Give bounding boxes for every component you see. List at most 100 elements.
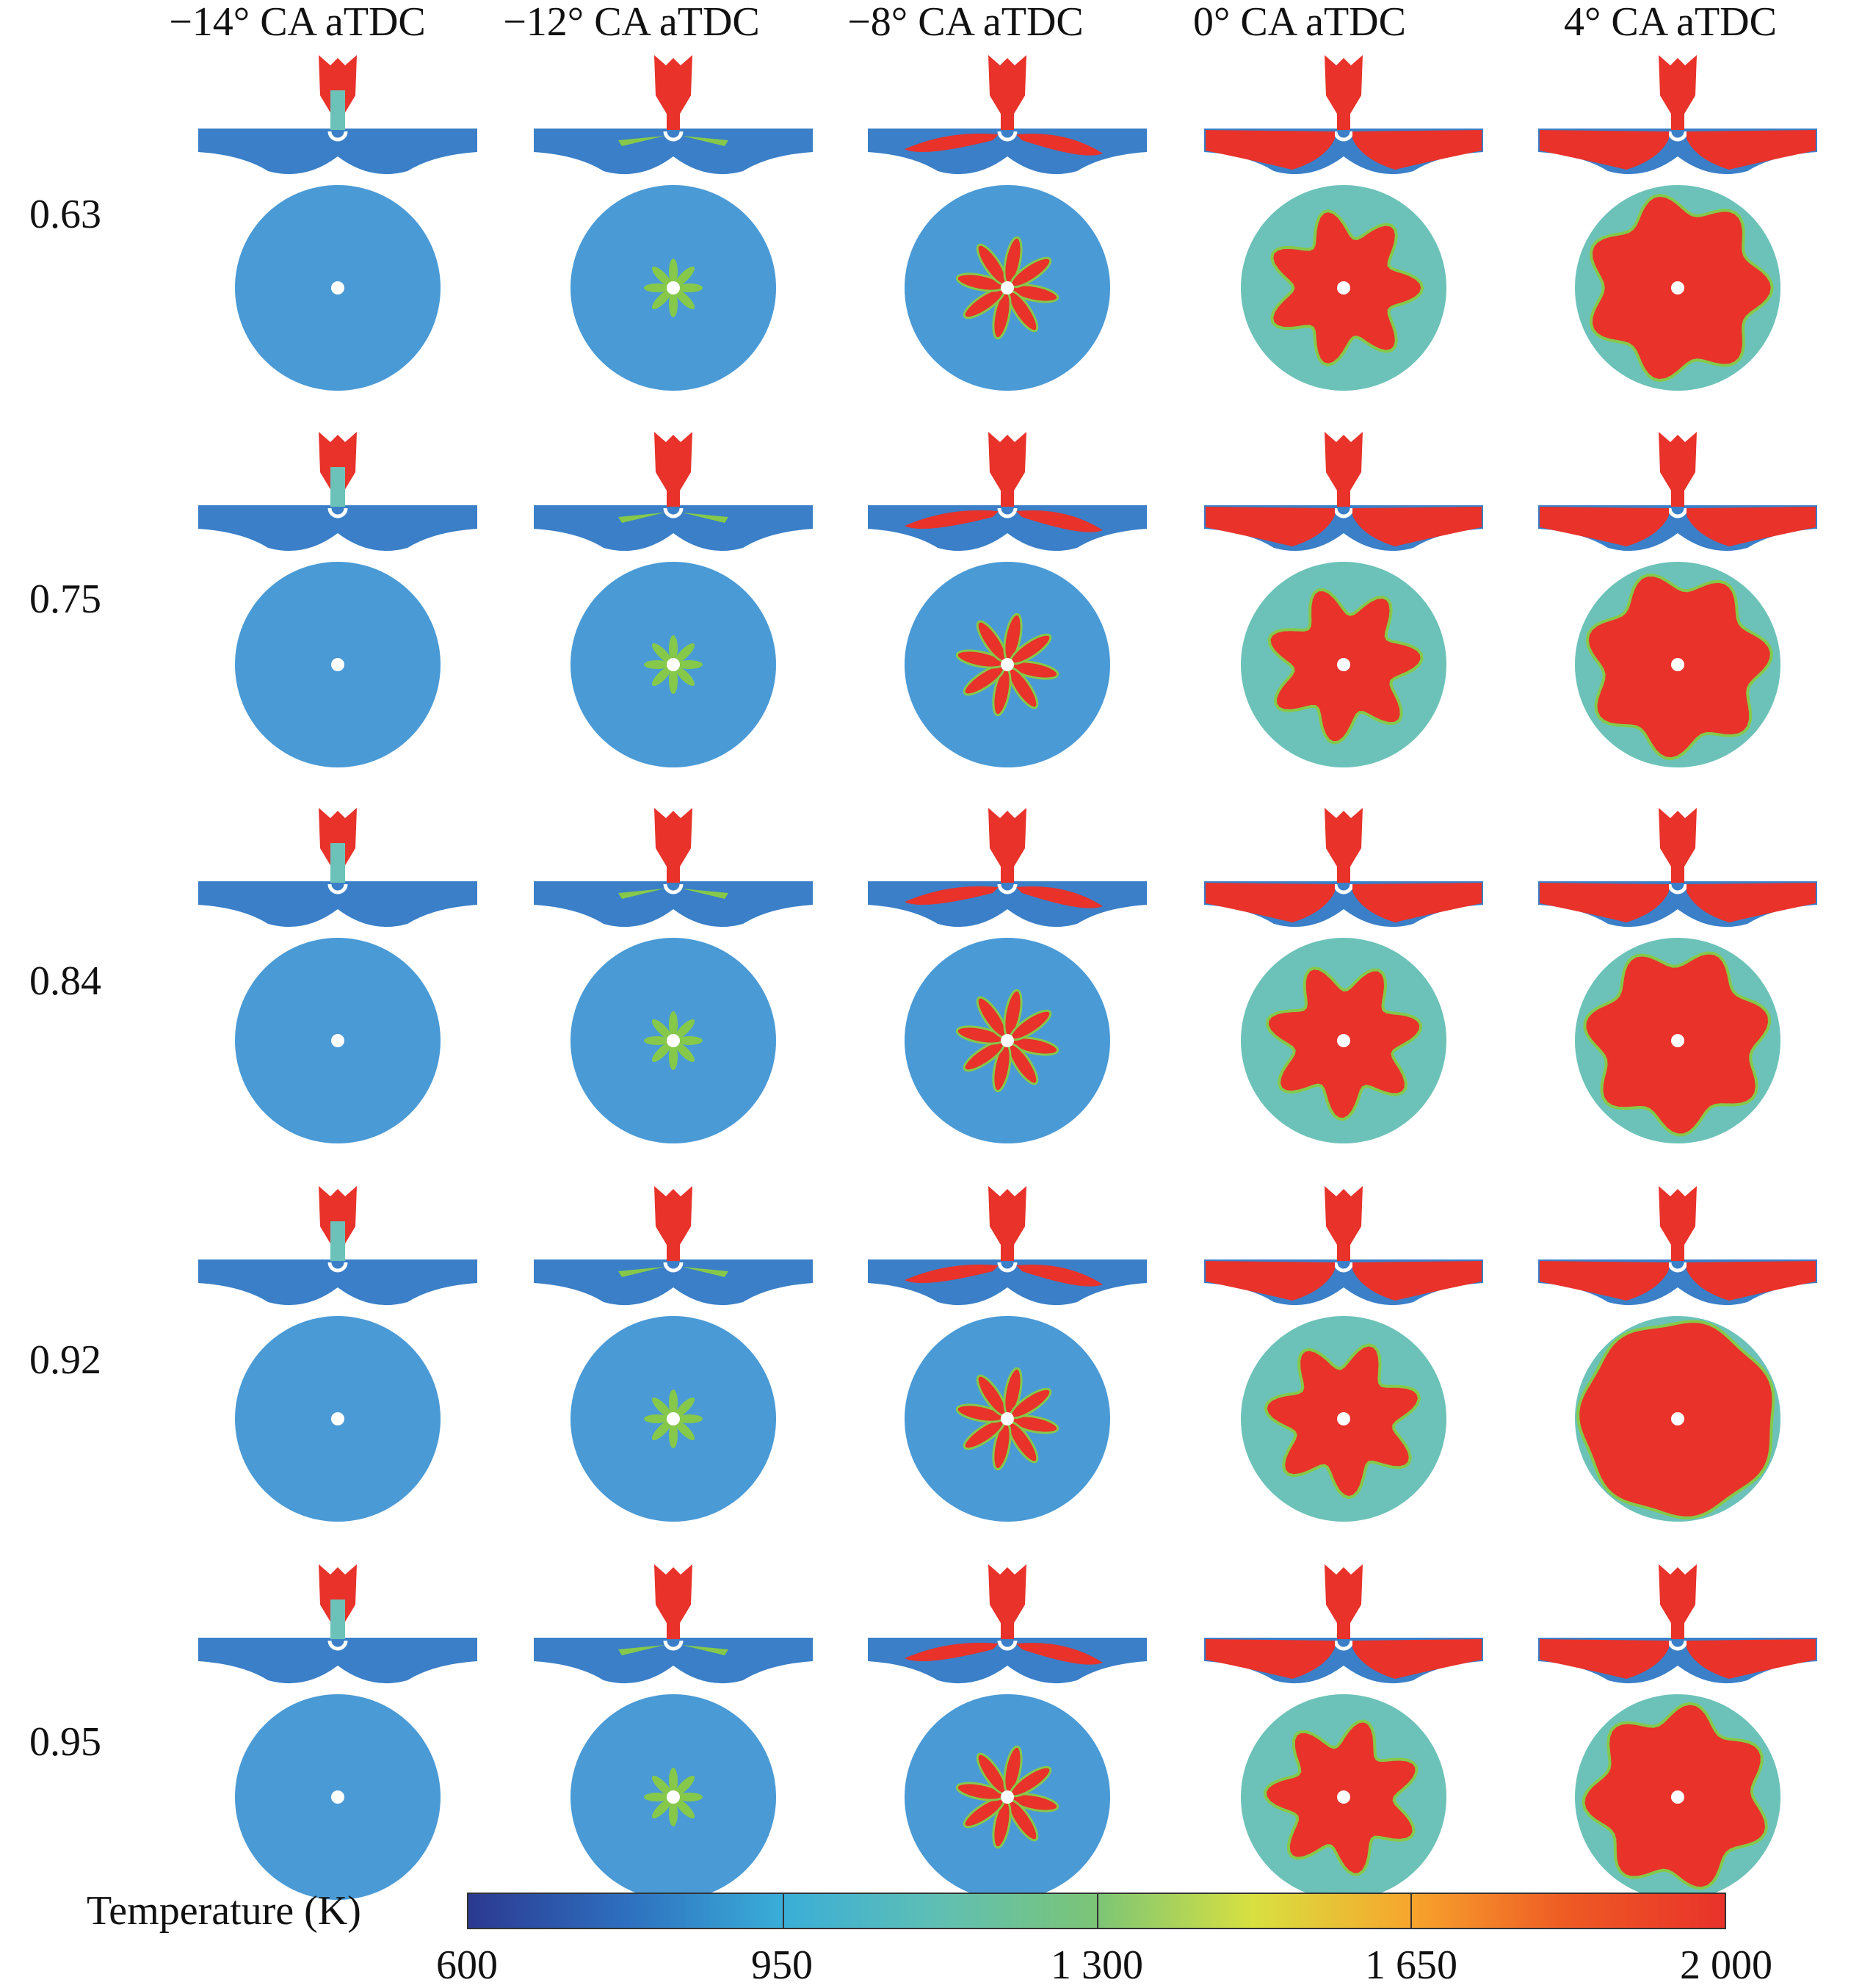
injector-hole <box>667 1034 680 1047</box>
injector-nozzle <box>988 808 1026 883</box>
nozzle-tip <box>663 507 684 518</box>
colorbar-tick: 2 000 <box>1680 1942 1772 1988</box>
flame-region <box>1206 507 1335 546</box>
injector-nozzle <box>654 55 692 130</box>
injector-hole <box>1337 658 1350 671</box>
nozzle-tip <box>1333 1640 1354 1651</box>
flame-plume <box>651 1019 672 1039</box>
injector-nozzle <box>988 55 1026 130</box>
flame-plume <box>669 291 678 317</box>
injector-hole <box>1001 1034 1014 1047</box>
nozzle-tip <box>1667 1262 1688 1273</box>
flame-plume <box>675 1019 695 1039</box>
section-view <box>868 129 1147 175</box>
nozzle-cool-zone <box>330 843 345 883</box>
flame-plume <box>905 1642 999 1661</box>
section-view <box>534 1638 813 1684</box>
nozzle-tip <box>327 1640 348 1651</box>
nozzle-tip <box>663 131 684 142</box>
nozzle-tip <box>997 507 1018 518</box>
nozzle-tip <box>663 883 684 894</box>
injector-nozzle <box>1659 808 1697 883</box>
nozzle-tip <box>1333 131 1354 142</box>
injector-hole <box>1001 1790 1014 1804</box>
flame-plume <box>651 266 672 286</box>
flame-region <box>1687 883 1816 922</box>
injector-nozzle <box>1325 808 1363 883</box>
injector-hole <box>1001 658 1014 671</box>
nozzle-cool-zone <box>330 90 345 130</box>
injector-hole <box>1337 1790 1350 1804</box>
injector-nozzle <box>988 432 1026 507</box>
injector-nozzle <box>1659 432 1697 507</box>
injector-hole <box>1337 1412 1350 1425</box>
injector-hole <box>667 658 680 671</box>
flame-plume <box>1016 1265 1103 1287</box>
flame-plume <box>682 513 728 523</box>
nozzle-tip <box>327 1262 348 1273</box>
flame-region <box>1540 507 1669 546</box>
flame-plume <box>1016 1643 1103 1665</box>
flame-region <box>1540 883 1669 922</box>
flame-plume <box>618 1267 664 1277</box>
flame-region <box>1352 1261 1482 1301</box>
colorbar-tick: 950 <box>751 1942 813 1988</box>
colorbar-title: Temperature (K) <box>87 1888 361 1934</box>
flame-plume <box>1016 510 1103 532</box>
flame-plume <box>644 1793 670 1801</box>
nozzle-tip <box>997 1262 1018 1273</box>
row-label: 0.84 <box>29 958 101 1004</box>
injector-hole <box>1671 658 1684 671</box>
nozzle-tip <box>1667 883 1688 894</box>
flame-plume <box>669 1422 678 1448</box>
flame-plume <box>682 889 728 899</box>
flame-plume <box>675 1397 695 1417</box>
injector-nozzle <box>654 1564 692 1639</box>
flame-region <box>1687 1639 1816 1679</box>
nozzle-tip <box>997 883 1018 894</box>
section-view <box>534 129 813 175</box>
injector-nozzle <box>654 432 692 507</box>
injector-nozzle <box>654 808 692 883</box>
flame-region <box>1540 130 1669 170</box>
injector-nozzle <box>1325 1186 1363 1261</box>
section-view <box>868 505 1147 552</box>
injector-hole <box>1001 1412 1014 1425</box>
flame-region <box>1687 507 1816 546</box>
flame-plume <box>905 133 999 152</box>
flame-region <box>1206 1261 1335 1301</box>
nozzle-tip <box>663 1262 684 1273</box>
nozzle-tip <box>1333 1262 1354 1273</box>
injector-nozzle <box>1325 1564 1363 1639</box>
nozzle-tip <box>1667 1640 1688 1651</box>
row-label: 0.63 <box>29 192 101 237</box>
flame-plume <box>644 283 670 292</box>
section-view <box>534 1259 813 1306</box>
section-view <box>534 505 813 552</box>
injector-hole <box>1671 281 1684 294</box>
flame-region <box>1687 130 1816 170</box>
flame-region <box>1540 1639 1669 1679</box>
flame-plume <box>651 1397 672 1417</box>
injector-nozzle <box>988 1186 1026 1261</box>
injector-hole <box>667 281 680 294</box>
injector-hole <box>331 658 344 671</box>
flame-plume <box>682 136 728 146</box>
flame-plume <box>651 666 672 687</box>
injector-nozzle <box>1659 1564 1697 1639</box>
section-view <box>198 505 477 552</box>
flame-region <box>1687 1261 1816 1301</box>
row-label: 0.92 <box>29 1337 101 1383</box>
flame-region <box>1206 883 1335 922</box>
flame-plume <box>644 1414 670 1423</box>
flame-plume <box>675 666 695 687</box>
flame-plume <box>675 643 695 663</box>
flame-plume <box>669 668 678 694</box>
flame-plume <box>618 513 664 523</box>
temperature-colorbar <box>467 1893 1726 1929</box>
flame-plume <box>651 1042 672 1063</box>
injector-hole <box>1337 1034 1350 1047</box>
flame-plume <box>669 259 678 285</box>
colorbar-tick: 1 650 <box>1365 1942 1457 1988</box>
